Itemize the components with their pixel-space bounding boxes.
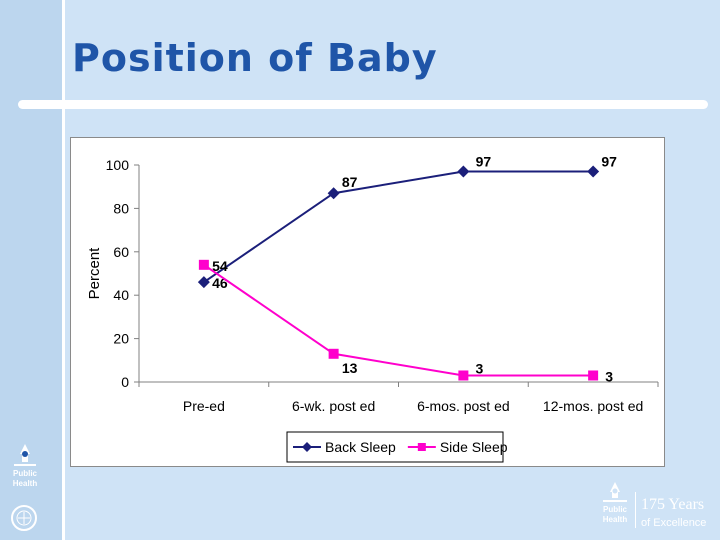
y-tick-label: 80 (113, 200, 129, 216)
chart-frame: 0 20 40 60 80 100 Pre-ed 6-wk. post ed 6-mos. po… (70, 137, 665, 467)
x-tick-label: 6-wk. post ed (292, 398, 375, 414)
y-tick-label: 40 (113, 287, 129, 303)
data-point-marker (198, 259, 209, 270)
line-chart: 0 20 40 60 80 100 Pre-ed 6-wk. post ed 6-mos. po… (86, 154, 659, 463)
data-point-marker (588, 370, 599, 381)
data-label: 54 (212, 258, 228, 274)
x-tick-label: Pre-ed (183, 398, 225, 414)
y-tick-label: 60 (113, 244, 129, 260)
data-label: 46 (212, 275, 228, 291)
y-tick-label: 20 (113, 331, 129, 347)
footer-public-health-logo: Public Health (603, 482, 628, 524)
data-label: 97 (601, 154, 617, 170)
public-health-logo: Public Health (13, 444, 38, 488)
seal-icon (11, 505, 37, 531)
data-point-marker (328, 348, 339, 359)
left-strip-divider (62, 0, 65, 540)
data-label: 97 (476, 154, 492, 170)
footer-excellence-text: of Excellence (641, 517, 707, 529)
footer-logo-word-health: Health (603, 515, 628, 524)
footer-divider (635, 492, 636, 528)
data-label: 13 (342, 360, 358, 376)
series-line-side-sleep (203, 263, 594, 377)
legend-label: Side Sleep (440, 439, 508, 455)
data-point-marker (457, 165, 470, 178)
x-tick-label: 12-mos. post ed (543, 398, 643, 414)
slide-title: Position of Baby (72, 36, 438, 80)
footer-years-text: 175 Years (641, 496, 705, 513)
legend-marker (417, 443, 426, 451)
title-underline (18, 100, 708, 109)
data-point-marker (327, 187, 340, 200)
data-point-marker (197, 276, 210, 289)
data-label: 3 (475, 360, 483, 376)
legend-label: Back Sleep (325, 439, 396, 455)
logo-word-public: Public (13, 469, 38, 478)
data-point-marker (587, 165, 600, 178)
x-tick-label: 6-mos. post ed (417, 398, 510, 414)
legend-marker (302, 442, 312, 452)
logo-word-health: Health (13, 479, 38, 488)
data-label: 87 (342, 174, 358, 190)
footer-logo-word-public: Public (603, 505, 628, 514)
y-tick-label: 0 (121, 374, 129, 390)
series-line-back-sleep (203, 170, 594, 284)
left-accent-strip (0, 0, 62, 540)
data-label: 3 (605, 368, 613, 384)
data-point-marker (458, 370, 469, 381)
y-tick-label: 100 (106, 157, 130, 173)
y-axis-title: Percent (86, 247, 103, 300)
legend-box (286, 431, 504, 463)
